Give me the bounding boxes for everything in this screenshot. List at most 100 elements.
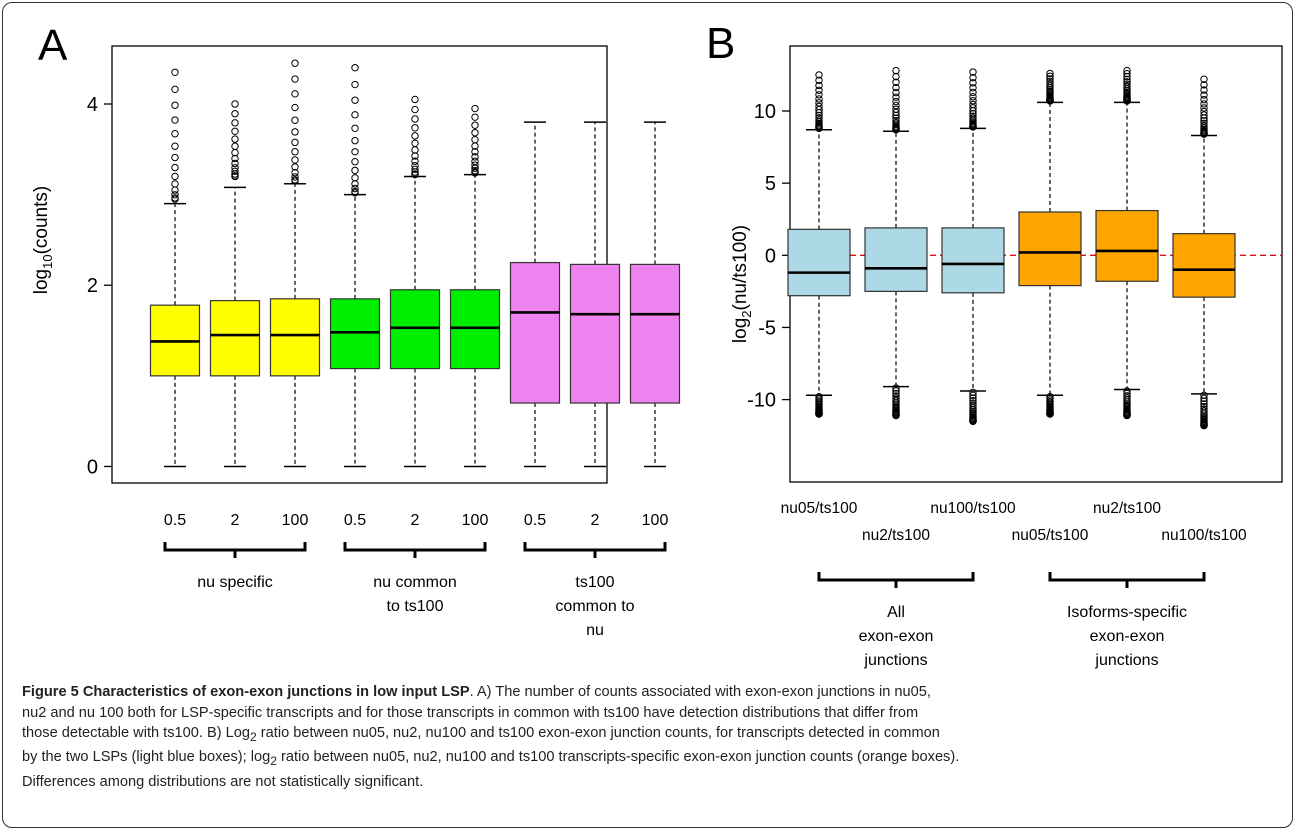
- outlier-point: [471, 104, 479, 113]
- outlier-point-low: [969, 388, 977, 397]
- outlier-point: [411, 157, 419, 165]
- outlier-point-high: [815, 99, 823, 107]
- outlier-point: [291, 128, 299, 136]
- figure-caption: Figure 5 Characteristics of exon-exon ju…: [22, 682, 1272, 792]
- outlier-point: [471, 148, 479, 156]
- outlier-point-high: [892, 114, 900, 122]
- outlier-point: [231, 154, 239, 163]
- outlier-point-high: [1123, 80, 1131, 88]
- outlier-point: [411, 139, 419, 147]
- caption-line-4: by the two LSPs (light blue boxes); log2…: [22, 747, 1272, 771]
- outlier-point-high: [1123, 69, 1131, 78]
- caption-sub-1: 2: [249, 729, 257, 744]
- outlier-point: [351, 180, 359, 188]
- caption-line-3: those detectable with ts100. B) Log2 rat…: [22, 723, 1272, 747]
- panel-a: 0 2 4 log10(counts) 0.5 2 100 0.5 2 100 0.5 2 100 nu …: [31, 59, 681, 639]
- outlier-point-high: [1200, 86, 1208, 94]
- group-label: nu: [586, 622, 604, 639]
- caption-line-4-a: by the two LSPs (light blue boxes); log: [22, 749, 271, 766]
- outlier-point-high: [1200, 91, 1208, 99]
- outlier-point: [291, 176, 299, 184]
- outlier-point: [171, 153, 179, 162]
- outlier-point: [471, 161, 479, 169]
- outlier-point: [171, 194, 179, 202]
- outlier-point-high: [1200, 117, 1208, 125]
- y-axis-label-sub: 2: [739, 310, 754, 317]
- outlier-point-high: [969, 84, 977, 92]
- caption-title: Figure 5 Characteristics of exon-exon ju…: [22, 684, 470, 700]
- outlier-point-low: [1200, 405, 1208, 413]
- outlier-point-low: [969, 396, 977, 405]
- box: [389, 289, 441, 370]
- box: [1172, 233, 1236, 298]
- outlier-point-high: [969, 109, 977, 118]
- outlier-point-high: [815, 81, 823, 90]
- outlier-point-low: [1200, 400, 1208, 408]
- x-category-label: nu2/ts100: [1093, 500, 1161, 517]
- outlier-point: [351, 148, 359, 156]
- x-category-label: nu100/ts100: [930, 500, 1016, 517]
- box: [941, 227, 1005, 294]
- group-label: nu common: [373, 574, 457, 591]
- y-tick-label: 10: [754, 101, 776, 123]
- outlier-point-low: [969, 394, 977, 402]
- caption-line-1-rest: . A) The number of counts associated wit…: [469, 684, 931, 700]
- group-label: junctions: [863, 652, 927, 669]
- box: [629, 263, 681, 404]
- y-tick-label: 4: [87, 94, 98, 116]
- x-category-label: 2: [411, 512, 420, 529]
- outlier-point: [231, 167, 239, 176]
- outlier-point-high: [1046, 77, 1054, 86]
- y-axis-label-base: log: [730, 318, 751, 343]
- outlier-point: [291, 168, 299, 177]
- outlier-point: [291, 103, 299, 112]
- outlier-point: [171, 180, 179, 188]
- outlier-point: [171, 68, 179, 76]
- outlier-point-low: [969, 391, 977, 400]
- outlier-point-low: [1123, 394, 1131, 402]
- group-bracket: [817, 572, 975, 588]
- group-label: common to: [555, 598, 634, 615]
- outlier-point-low: [1046, 393, 1054, 401]
- panel-b: 1050-5-10log2(nu/ts100)nu05/ts100nu2/ts1…: [730, 66, 1282, 669]
- outlier-point-high: [969, 100, 977, 109]
- outlier-point-high: [1046, 75, 1054, 83]
- x-category-label: nu100/ts100: [1161, 527, 1247, 544]
- box: [449, 289, 501, 370]
- outlier-point: [351, 166, 359, 175]
- outlier-point: [231, 127, 239, 135]
- outlier-point-high: [892, 118, 900, 127]
- outlier-point: [471, 153, 479, 161]
- outlier-point-high: [892, 101, 900, 110]
- outlier-point-low: [1123, 389, 1131, 398]
- outlier-point: [171, 186, 179, 194]
- y-tick-label: -5: [758, 317, 776, 339]
- outlier-point-high: [1200, 81, 1208, 89]
- outlier-point-high: [969, 97, 977, 105]
- box: [269, 298, 321, 377]
- outlier-point-high: [1200, 104, 1208, 112]
- outlier-point: [291, 116, 299, 124]
- outlier-point-high: [892, 116, 900, 125]
- outlier-point-high: [1123, 82, 1131, 91]
- outlier-point: [231, 119, 239, 127]
- group-bracket: [1048, 572, 1206, 588]
- caption-line-3-b: ratio between nu05, nu2, nu100 and ts100…: [256, 725, 940, 741]
- outlier-point-high: [1046, 79, 1054, 88]
- outlier-point-low: [892, 387, 900, 395]
- outlier-point: [171, 116, 179, 124]
- outlier-point-high: [1046, 69, 1054, 78]
- y-axis-label-rest: (counts): [31, 186, 52, 255]
- outlier-point: [411, 132, 419, 140]
- outlier-point: [351, 158, 359, 166]
- outlier-point-high: [815, 71, 823, 79]
- outlier-point: [471, 164, 479, 172]
- group-label: to ts100: [387, 598, 444, 615]
- group-bracket: [163, 542, 307, 558]
- group-label: exon-exon: [859, 628, 934, 645]
- caption-line-2: nu2 and nu 100 both for LSP-specific tra…: [22, 704, 919, 721]
- outlier-point-low: [969, 399, 977, 407]
- outlier-point-high: [815, 114, 823, 122]
- outlier-point: [411, 165, 419, 174]
- outlier-point-low: [1200, 402, 1208, 411]
